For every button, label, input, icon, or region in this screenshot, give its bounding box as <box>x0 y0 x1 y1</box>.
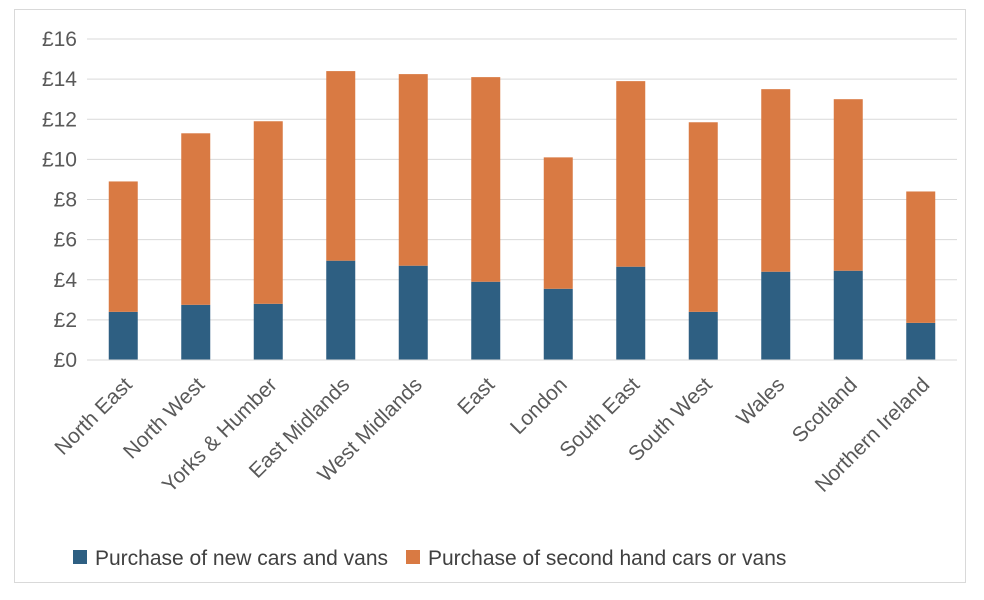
bar-new-northern-ireland <box>906 322 936 360</box>
bar-second-hand-northern-ireland <box>906 191 936 323</box>
legend: Purchase of new cars and vans Purchase of… <box>73 547 786 570</box>
y-tick-label: £8 <box>54 189 77 212</box>
x-tick-label: London <box>506 373 572 439</box>
bar-new-west-midlands <box>398 265 428 360</box>
y-tick-label: £12 <box>42 108 77 131</box>
y-tick-label: £2 <box>54 309 77 332</box>
gridlines <box>87 38 957 321</box>
bar-second-hand-north-east <box>108 181 138 312</box>
y-tick-label: £4 <box>54 269 78 292</box>
bars <box>108 71 936 360</box>
y-tick-label: £16 <box>42 28 77 51</box>
bar-second-hand-east <box>471 77 501 282</box>
bar-new-yorks-humber <box>253 303 283 360</box>
bar-new-wales <box>761 271 791 360</box>
bar-new-north-east <box>108 311 138 360</box>
bar-second-hand-south-east <box>616 81 646 267</box>
legend-label: Purchase of second hand cars or vans <box>428 547 786 570</box>
legend-label: Purchase of new cars and vans <box>95 547 388 570</box>
bar-second-hand-east-midlands <box>326 71 356 261</box>
y-tick-label: £6 <box>54 229 77 252</box>
bar-new-east <box>471 281 501 360</box>
bar-second-hand-south-west <box>688 122 718 312</box>
y-tick-label: £14 <box>42 68 77 91</box>
bar-second-hand-london <box>543 157 573 289</box>
x-tick-label: Wales <box>732 373 789 430</box>
bar-second-hand-wales <box>761 89 791 272</box>
bar-second-hand-west-midlands <box>398 74 428 266</box>
bar-second-hand-yorks-humber <box>253 121 283 304</box>
legend-swatch <box>406 550 420 564</box>
y-tick-label: £10 <box>42 148 77 171</box>
bar-new-scotland <box>833 270 863 360</box>
x-tick-label: East <box>453 373 499 419</box>
bar-second-hand-north-west <box>181 133 211 305</box>
bar-new-london <box>543 288 573 360</box>
bar-new-south-west <box>688 311 718 360</box>
bar-new-east-midlands <box>326 260 356 360</box>
chart-frame: £0 £2 £4 £6 £8 £10 £12 £14 £16 North East North W… <box>14 9 966 583</box>
bar-new-south-east <box>616 266 646 360</box>
bar-second-hand-scotland <box>833 99 863 271</box>
y-tick-label: £0 <box>54 349 77 372</box>
bar-new-north-west <box>181 304 211 360</box>
y-axis-ticks: £0 £2 £4 £6 £8 £10 £12 £14 £16 <box>42 28 77 372</box>
legend-swatch <box>73 550 87 564</box>
x-tick-label: Scotland <box>788 373 862 447</box>
